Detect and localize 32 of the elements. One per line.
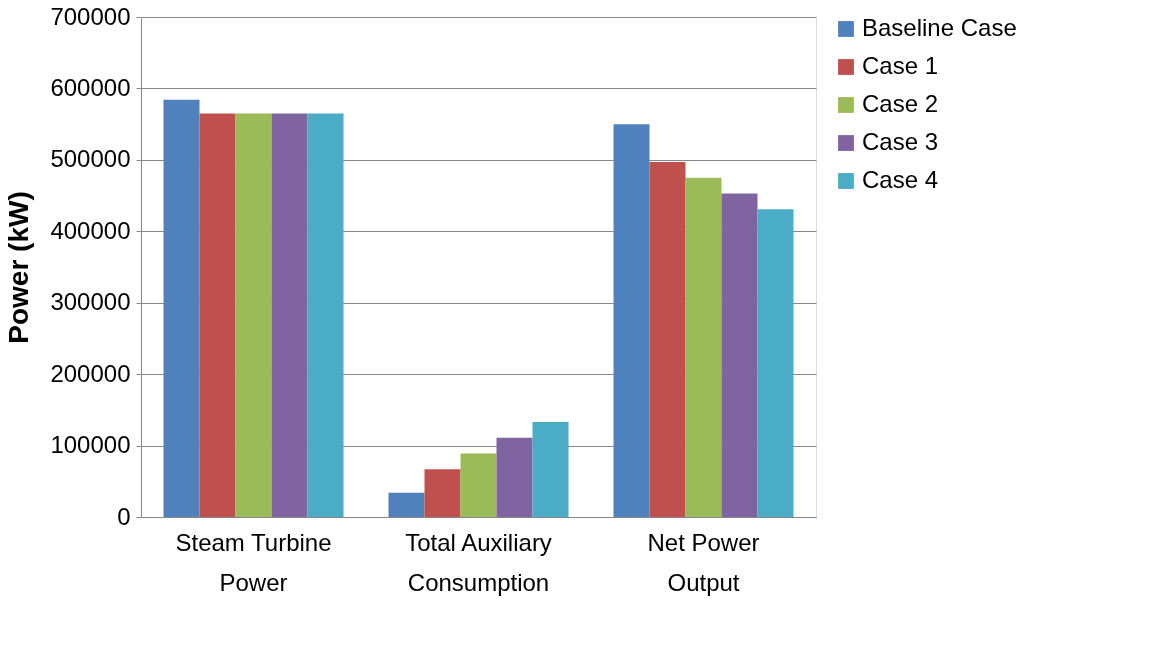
bar (163, 99, 200, 517)
bar (757, 209, 794, 517)
bar (721, 193, 758, 517)
x-tick-label: Steam Turbine Power (175, 528, 332, 596)
y-tick-label: 500000 (50, 145, 131, 173)
bar (424, 469, 461, 517)
y-tick-label: 0 (117, 502, 131, 530)
x-tick-label: Net Power Output (647, 528, 760, 596)
bar (271, 113, 308, 517)
x-tick-label: Total Auxiliary Consumption (405, 528, 552, 596)
bar (199, 113, 236, 517)
bar (613, 124, 650, 517)
y-tick-label: 200000 (50, 359, 131, 387)
bar (460, 453, 497, 517)
bar (496, 437, 533, 517)
legend-label: Case 2 (862, 90, 939, 117)
bar (388, 492, 425, 517)
y-tick-label: 400000 (50, 216, 131, 244)
bar (307, 113, 344, 517)
legend-label: Baseline Case (862, 14, 1017, 41)
legend-label: Case 1 (862, 52, 939, 79)
legend-label: Case 3 (862, 128, 939, 155)
y-axis-title: Power (kW) (3, 191, 35, 344)
y-tick-label: 600000 (50, 73, 131, 101)
y-tick-label: 100000 (50, 431, 131, 459)
y-tick-label: 700000 (50, 2, 131, 30)
bar (649, 162, 686, 517)
legend-label: Case 4 (862, 166, 939, 193)
bar (235, 113, 272, 517)
y-tick-label: 300000 (50, 288, 131, 316)
bar (532, 422, 569, 517)
bar (685, 177, 722, 517)
